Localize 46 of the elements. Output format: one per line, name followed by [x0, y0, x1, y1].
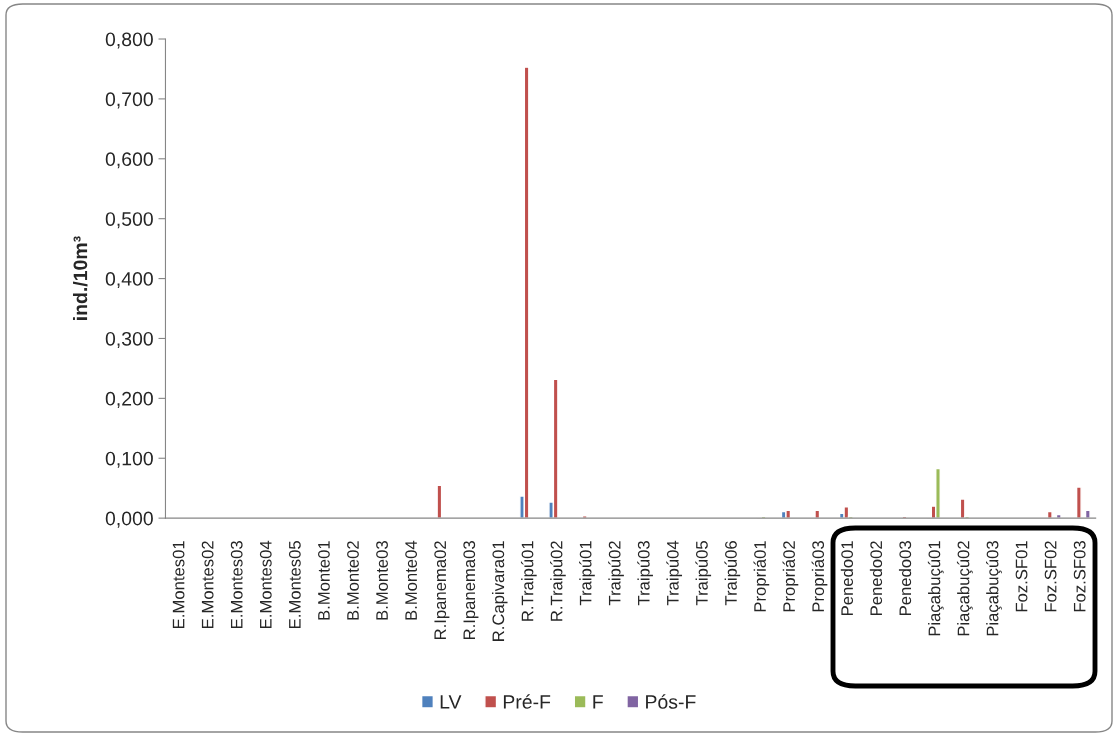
y-tick-label: 0,100	[105, 451, 153, 468]
x-tick-label: Traipú03	[637, 541, 653, 606]
x-tick-label: Piaçabuçú03	[986, 541, 1002, 636]
x-tick-label: Propriá03	[811, 541, 828, 612]
x-tick-label: Propriá02	[782, 541, 799, 612]
x-tick-label: R.Ipanema03	[463, 541, 479, 640]
legend-label: F	[593, 695, 603, 709]
x-tick-label: Penedo02	[869, 541, 883, 615]
y-tick-label: 0,700	[105, 92, 153, 109]
x-tick-label: Traipú05	[695, 541, 712, 606]
x-tick-label: B.Monte04	[405, 540, 418, 620]
x-tick-label: B.Monte03	[376, 541, 388, 620]
y-tick-label: 0,300	[105, 331, 153, 348]
y-tick-label: 0,500	[105, 212, 153, 229]
x-tick-label: Foz.SF03	[1073, 541, 1086, 612]
y-tick-label: 0,600	[105, 152, 153, 169]
x-tick-label: E.Montes04	[259, 540, 272, 628]
x-tick-label: Traipú06	[724, 541, 741, 606]
y-tick-label: 0,200	[105, 391, 153, 408]
x-tick-label: Foz.SF02	[1044, 541, 1057, 612]
x-tick-label: E.Montes01	[172, 541, 185, 628]
x-tick-label: R.Traipú01	[520, 541, 537, 621]
x-tick-label: E.Montes02	[201, 541, 214, 628]
x-tick-label: Traipú01	[579, 541, 595, 606]
y-tick-label: 0,800	[105, 32, 153, 49]
x-tick-label: E.Montes05	[288, 541, 301, 628]
x-tick-label: R.Traipú02	[550, 541, 566, 621]
x-tick-label: Penedo01	[840, 541, 854, 615]
x-tick-label: Foz.SF01	[1015, 541, 1028, 612]
y-tick-label: 0,000	[105, 511, 153, 528]
x-tick-label: Penedo03	[898, 541, 912, 615]
x-tick-label: Piaçabuçú02	[956, 541, 973, 636]
x-tick-label: B.Monte02	[347, 541, 359, 620]
x-tick-label: Traipú02	[608, 541, 624, 606]
x-tick-label: B.Monte01	[318, 541, 330, 620]
x-tick-label: Piaçabuçú01	[927, 541, 944, 636]
y-axis-title: ind./10m³	[72, 236, 88, 320]
y-tick-label: 0,400	[105, 272, 153, 289]
x-tick-label: Propriá01	[753, 541, 770, 612]
legend-label: LV	[440, 695, 462, 709]
legend-label: Pós-F	[646, 694, 696, 709]
legend-label: Pré-F	[503, 694, 551, 709]
x-tick-label: E.Montes03	[230, 541, 243, 628]
x-tick-label: R.Ipanema02	[434, 541, 450, 640]
x-tick-label: Traipú04	[666, 540, 683, 606]
x-tick-label: R.Capivara01	[491, 541, 508, 641]
